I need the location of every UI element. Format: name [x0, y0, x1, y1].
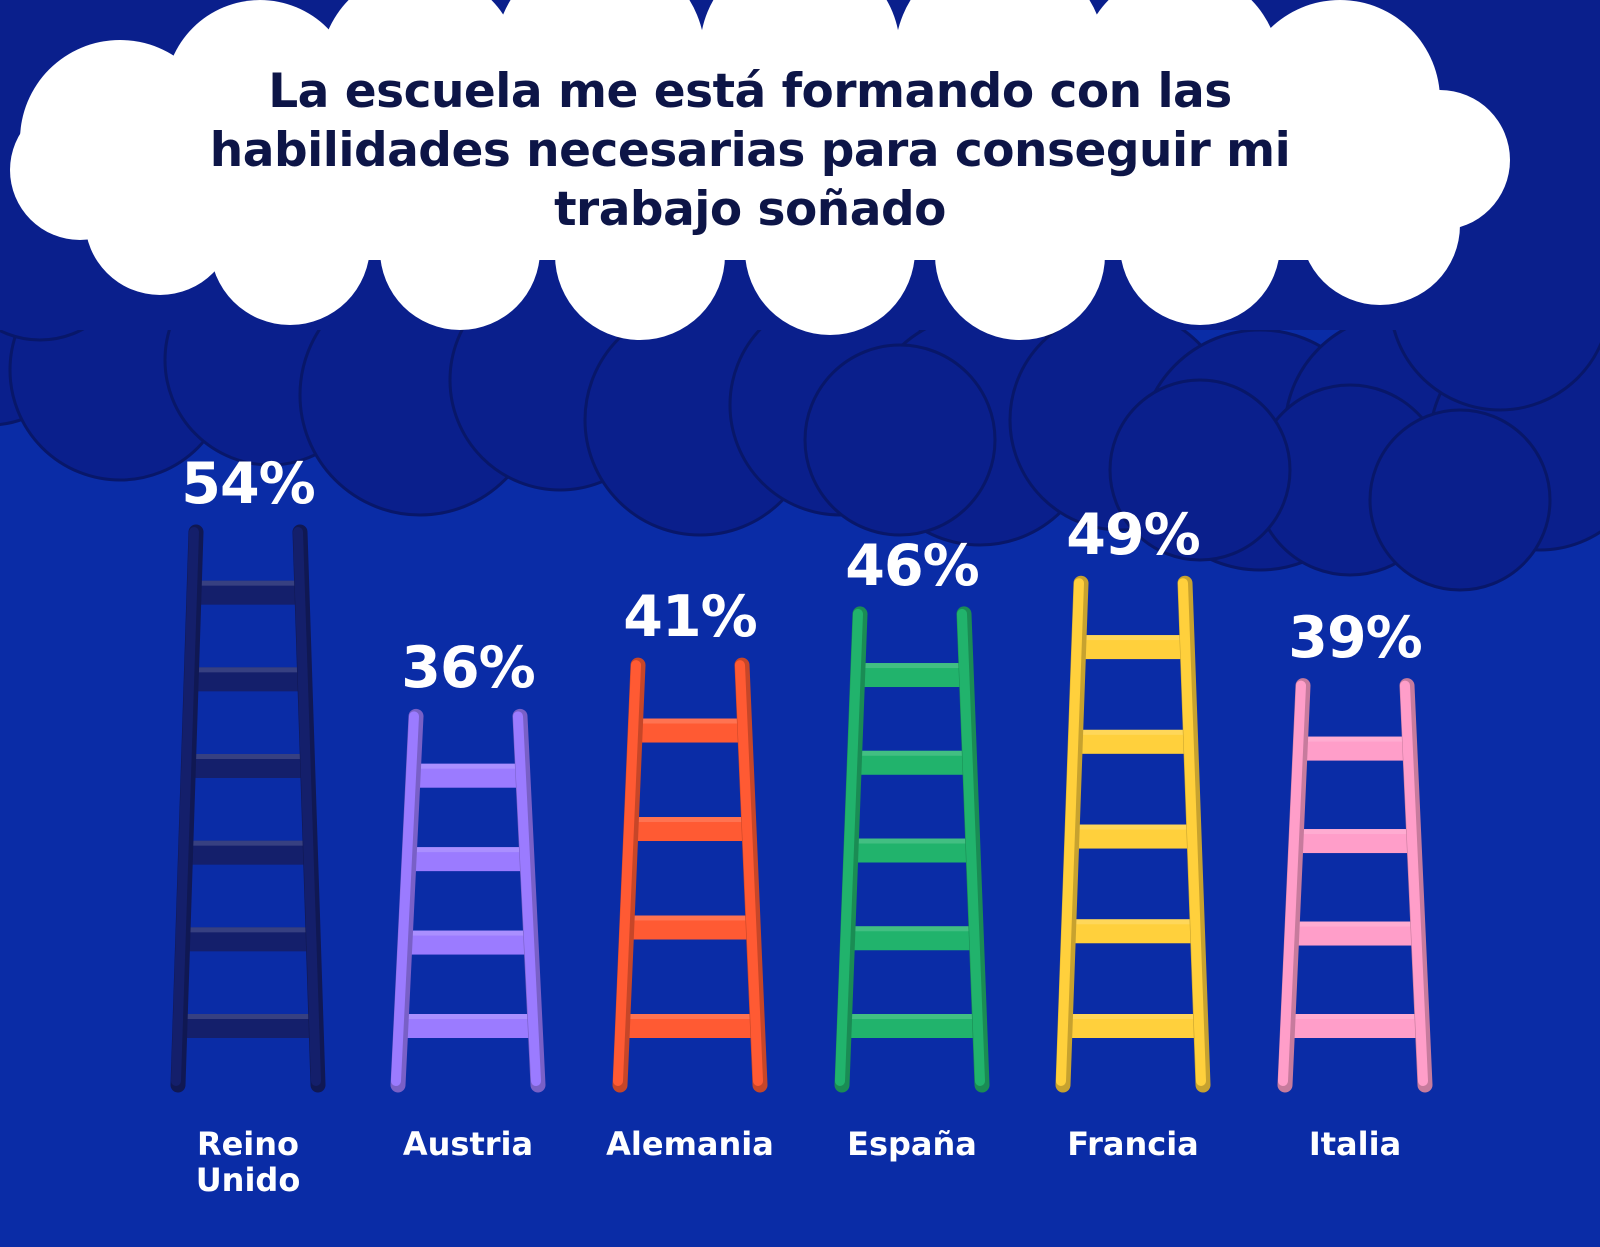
ladder-bar: [390, 708, 546, 1093]
ladder-rung-highlight: [1287, 1014, 1423, 1019]
ladder-bar: [1055, 575, 1211, 1093]
ladder-rung-highlight: [631, 817, 749, 823]
dark-cloud-bump: [1368, 408, 1552, 592]
ladder-rail: [1400, 680, 1428, 1086]
ladder-rail: [735, 660, 763, 1086]
ladder-rung-highlight: [622, 1014, 758, 1019]
ladder-rail: [171, 527, 199, 1086]
category-label: España: [847, 1125, 977, 1163]
cloud-body: [120, 60, 1440, 260]
value-label: 39%: [1288, 604, 1422, 671]
ladder-rung-highlight: [191, 667, 305, 673]
category-label: Austria: [402, 1125, 534, 1163]
ladder-rung-highlight: [1068, 919, 1198, 925]
ladder-rung-highlight: [188, 754, 308, 759]
value-label: 54%: [181, 451, 315, 517]
ladder-rung-highlight: [635, 718, 745, 724]
ladder-rail: [613, 660, 641, 1086]
ladder-rung-highlight: [1075, 729, 1191, 735]
ladder-rung-highlight: [1078, 635, 1188, 641]
ladder-rung-highlight: [1300, 736, 1410, 742]
ladder-rung-highlight: [194, 580, 302, 586]
category-label: Alemania: [606, 1125, 774, 1163]
ladder-rung-highlight: [185, 840, 311, 846]
value-label: 41%: [623, 584, 757, 651]
ladder-rung-highlight: [1291, 921, 1419, 927]
ladder-rail: [513, 711, 541, 1086]
ladder-bar: [1277, 678, 1433, 1093]
ladder-rail: [835, 608, 863, 1086]
ladder-rail: [1056, 578, 1084, 1086]
ladder-rung-highlight: [1071, 824, 1195, 830]
ladder-rung-highlight: [1065, 1014, 1201, 1019]
ladder-bar: [170, 524, 326, 1093]
dark-cloud-bump: [803, 343, 997, 537]
ladder-rail: [391, 711, 419, 1086]
ladder-rung-highlight: [179, 1014, 317, 1019]
value-label: 49%: [1066, 502, 1200, 569]
value-label: 46%: [845, 532, 979, 599]
category-label: Italia: [1308, 1125, 1402, 1163]
ladder-rung-highlight: [854, 750, 970, 756]
ladder-bar: [612, 657, 768, 1093]
ladder-rung-highlight: [409, 847, 527, 853]
dark-cloud-bump: [1108, 378, 1292, 562]
ladder-rung-highlight: [844, 1014, 980, 1019]
ladder-rung-highlight: [626, 915, 754, 921]
ladder-rung-highlight: [405, 930, 531, 936]
ladder-rung-highlight: [400, 1014, 536, 1019]
category-label: Francia: [1067, 1125, 1199, 1163]
ladder-rail: [1178, 578, 1206, 1086]
ladder-rung-highlight: [850, 838, 974, 844]
cloud-bump: [10, 100, 150, 240]
ladder-rung-highlight: [413, 763, 523, 769]
ladder-rung-highlight: [847, 926, 977, 932]
value-label: 36%: [401, 635, 535, 702]
ladder-rail: [1278, 680, 1306, 1086]
category-label: Reino Unido: [195, 1125, 301, 1199]
ladder-rail: [293, 527, 321, 1086]
ladder-rung-highlight: [182, 927, 314, 933]
ladder-rung-highlight: [1296, 829, 1414, 835]
ladder-rung-highlight: [857, 663, 967, 669]
ladder-rail: [957, 608, 985, 1086]
ladder-bar: [834, 606, 990, 1093]
chart-title: La escuela me está formando con las habi…: [209, 64, 1291, 237]
title-cloud: [10, 0, 1510, 340]
